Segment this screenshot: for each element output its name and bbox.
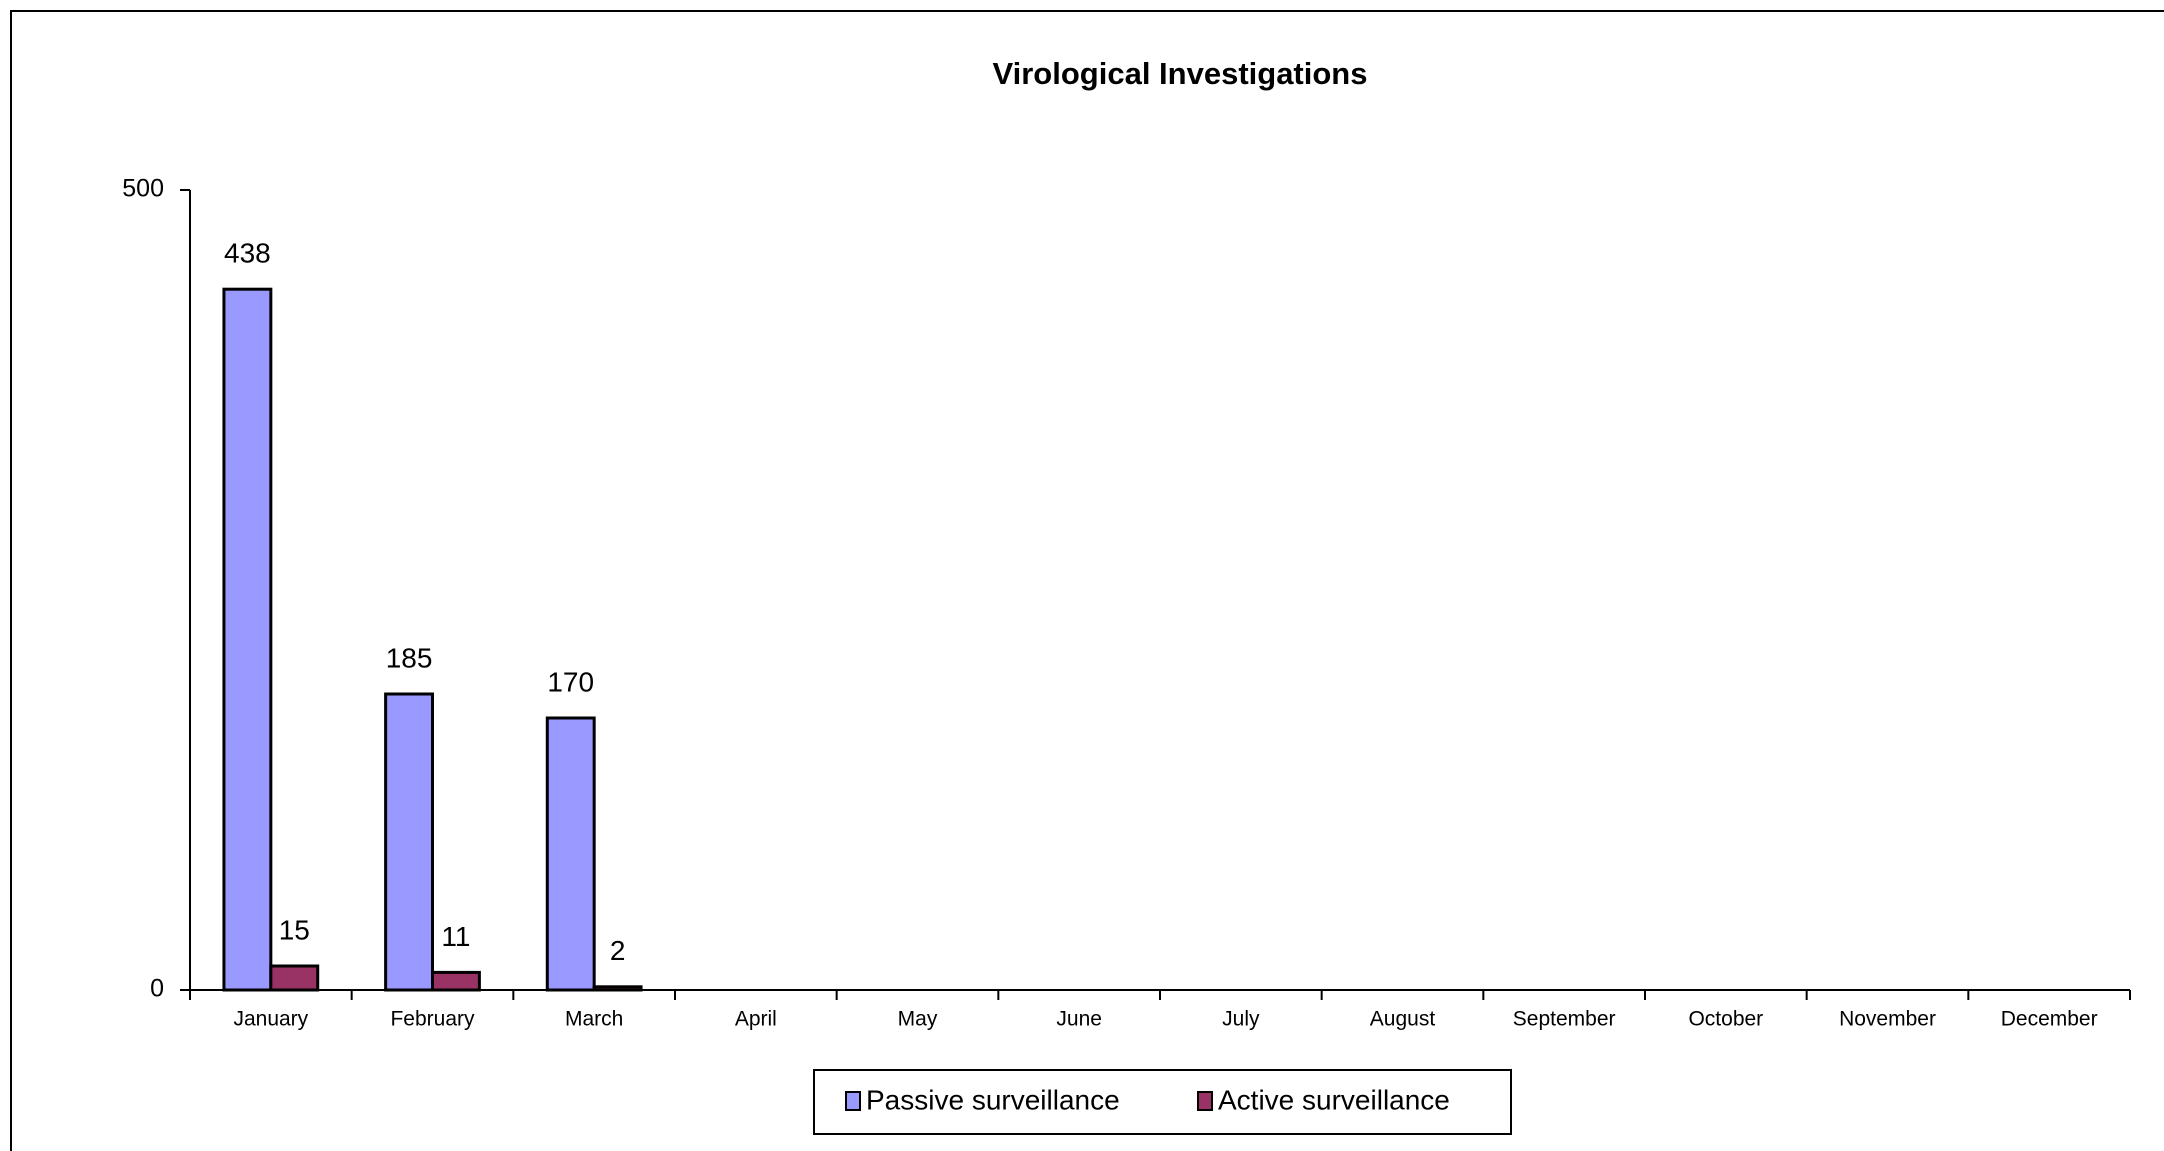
legend-label: Passive surveillance	[866, 1084, 1120, 1115]
bar	[545, 716, 596, 992]
x-tick-label: March	[565, 1008, 623, 1031]
legend-swatch	[845, 1091, 861, 1111]
legend	[813, 1069, 1512, 1135]
bar	[592, 985, 643, 992]
data-label: 170	[547, 666, 594, 697]
x-tick-label: May	[898, 1008, 938, 1031]
x-tick-label: July	[1222, 1008, 1260, 1031]
data-label: 438	[224, 238, 271, 269]
bar	[269, 964, 320, 992]
y-tick-label: 0	[150, 975, 164, 1003]
chart-title: Virological Investigations	[993, 56, 1368, 91]
x-tick-label: August	[1370, 1008, 1436, 1031]
legend-swatch	[1197, 1091, 1213, 1111]
bar	[431, 970, 481, 992]
x-tick-label: October	[1688, 1008, 1763, 1031]
y-tick-label: 500	[122, 175, 164, 203]
x-tick-label: February	[390, 1008, 475, 1031]
data-label: 2	[610, 935, 626, 966]
x-tick-label: November	[1839, 1008, 1936, 1031]
data-label: 11	[441, 921, 470, 952]
x-tick-label: April	[735, 1008, 777, 1031]
x-tick-label: December	[2001, 1008, 2098, 1031]
x-tick-label: June	[1056, 1008, 1102, 1031]
legend-label: Active surveillance	[1218, 1084, 1450, 1115]
chart-border	[10, 10, 2164, 1151]
data-label: 15	[279, 914, 310, 945]
x-tick-label: January	[233, 1008, 308, 1031]
bar	[384, 692, 435, 992]
x-tick-label: September	[1513, 1008, 1616, 1031]
data-label: 185	[386, 642, 433, 673]
bar	[222, 287, 273, 992]
